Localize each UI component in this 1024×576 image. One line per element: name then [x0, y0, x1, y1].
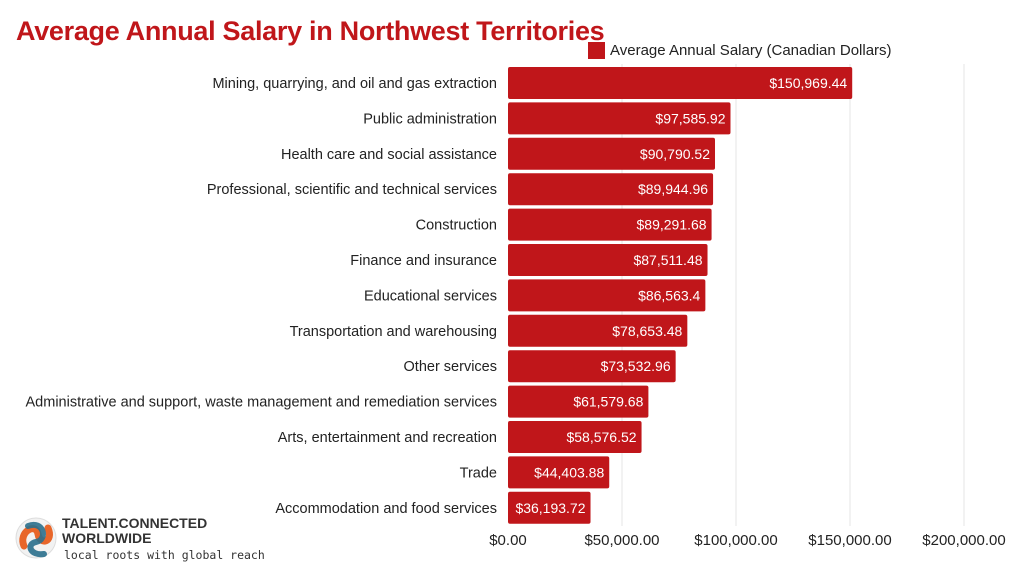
logo-tagline: local roots with global reach [64, 548, 265, 562]
bar [508, 350, 676, 383]
legend-label: Average Annual Salary (Canadian Dollars) [610, 42, 892, 59]
logo: TALENT.CONNECTED WORLDWIDE local roots w… [14, 516, 265, 565]
x-tick-label: $0.00 [489, 532, 527, 549]
category-label: Public administration [363, 111, 497, 127]
legend-swatch [588, 42, 605, 59]
bar [508, 279, 706, 312]
legend: Average Annual Salary (Canadian Dollars) [588, 42, 892, 59]
bar [508, 67, 853, 99]
bar [508, 385, 649, 418]
data-label: $44,403.88 [534, 464, 604, 480]
bar [508, 491, 591, 524]
category-label: Other services [404, 359, 497, 375]
category-label: Finance and insurance [350, 253, 497, 269]
bar [508, 137, 716, 170]
category-label: Construction [416, 218, 497, 234]
category-label: Trade [460, 465, 497, 481]
data-label: $58,576.52 [566, 429, 636, 445]
category-label: Administrative and support, waste manage… [26, 395, 498, 411]
category-label: Educational services [364, 288, 497, 304]
category-label: Arts, entertainment and recreation [278, 430, 497, 446]
bar [508, 173, 714, 206]
x-tick-label: $100,000.00 [694, 532, 777, 549]
category-label: Professional, scientific and technical s… [207, 182, 497, 198]
data-label: $73,532.96 [601, 358, 671, 374]
logo-icon [15, 517, 57, 559]
bar [508, 314, 688, 347]
x-tick-label: $150,000.00 [808, 532, 891, 549]
logo-line2: WORLDWIDE [62, 530, 152, 546]
bar [508, 456, 610, 489]
data-label: $87,511.48 [633, 252, 702, 268]
data-label: $90,790.52 [640, 146, 710, 162]
data-label: $86,563.4 [638, 287, 700, 303]
category-label: Accommodation and food services [275, 501, 497, 517]
data-label: $150,969.44 [769, 75, 847, 91]
bar [508, 208, 712, 241]
chart-title: Average Annual Salary in Northwest Terri… [16, 16, 605, 46]
category-label: Transportation and warehousing [290, 324, 497, 340]
logo-line1: TALENT.CONNECTED [62, 515, 208, 531]
x-tick-label: $200,000.00 [922, 532, 1005, 549]
data-label: $97,585.92 [655, 110, 725, 126]
data-label: $89,944.96 [638, 181, 708, 197]
x-tick-label: $50,000.00 [584, 532, 659, 549]
category-label: Health care and social assistance [281, 147, 497, 163]
data-label: $36,193.72 [515, 500, 585, 516]
category-label: Mining, quarrying, and oil and gas extra… [212, 76, 497, 92]
data-label: $78,653.48 [612, 323, 682, 339]
data-label: $89,291.68 [637, 217, 707, 233]
bar [508, 244, 708, 276]
data-label: $61,579.68 [573, 394, 643, 410]
bar [508, 421, 642, 453]
bar [508, 102, 731, 135]
